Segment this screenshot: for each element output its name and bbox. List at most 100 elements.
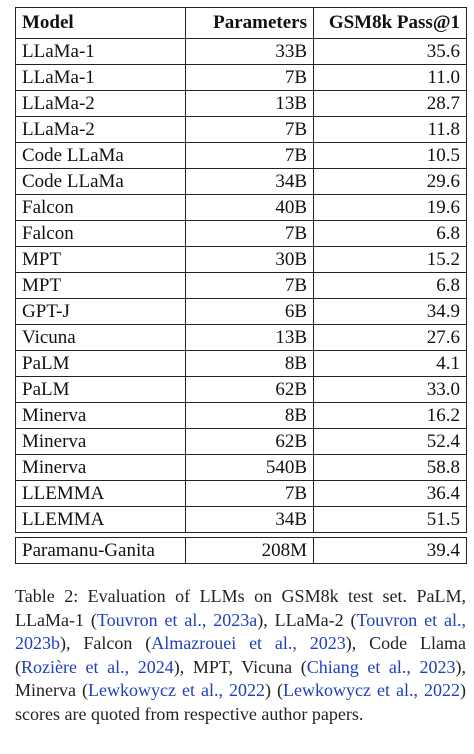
model-cell: PaLM — [15, 376, 186, 403]
table-row: MPT 7B 6.8 — [15, 272, 467, 299]
model-cell: Falcon — [15, 220, 186, 247]
caption-text: ), Code Llama ( — [15, 633, 467, 677]
model-cell: Minerva — [15, 402, 186, 429]
table-row: Minerva 8B 16.2 — [15, 402, 467, 429]
score-cell: 33.0 — [313, 376, 467, 403]
caption-text: Table 2: Evaluation of LLMs on GSM8k tes… — [15, 586, 466, 630]
score-cell: 10.5 — [313, 142, 467, 169]
header-parameters: Parameters — [185, 7, 314, 39]
parameters-cell: 13B — [185, 90, 314, 117]
score-cell: 52.4 — [313, 428, 467, 455]
parameters-cell: 7B — [185, 480, 314, 507]
score-cell: 11.0 — [313, 64, 467, 91]
citation-link[interactable]: Lewkowycz et al., 2022 — [88, 680, 265, 700]
parameters-cell: 8B — [185, 350, 314, 377]
parameters-cell: 13B — [185, 324, 314, 351]
parameters-cell: 8B — [185, 402, 314, 429]
model-cell: LLaMa-2 — [15, 116, 186, 143]
citation-link[interactable]: Lewkowycz et al., 2022 — [283, 680, 460, 700]
parameters-cell: 34B — [185, 506, 314, 533]
model-cell: Minerva — [15, 428, 186, 455]
score-cell: 16.2 — [313, 402, 467, 429]
model-cell: GPT-J — [15, 298, 186, 325]
model-cell: PaLM — [15, 350, 186, 377]
score-cell: 58.8 — [313, 454, 467, 481]
model-cell: LLaMa-1 — [15, 64, 186, 91]
score-cell: 15.2 — [313, 246, 467, 273]
score-cell: 36.4 — [313, 480, 467, 507]
score-cell: 4.1 — [313, 350, 467, 377]
table-row: Code LLaMa 7B 10.5 — [15, 142, 467, 169]
citation-link[interactable]: Rozière et al., 2024 — [21, 656, 174, 677]
parameters-cell: 40B — [185, 194, 314, 221]
results-table-container: Model Parameters GSM8k Pass@1 LLaMa-1 33B… — [15, 7, 467, 564]
caption-text: ), MPT, Vicuna ( — [173, 656, 307, 677]
table-row: LLEMMA 7B 36.4 — [15, 480, 467, 507]
caption-text: ), LLaMa-2 ( — [257, 609, 357, 630]
score-cell: 19.6 — [313, 194, 467, 221]
citation-link[interactable]: Touvron et al., 2023a — [96, 609, 258, 630]
table-row: PaLM 8B 4.1 — [15, 350, 467, 377]
table-body: LLaMa-1 33B 35.6 LLaMa-1 7B 11.0 LLaMa-2 13B 28.… — [15, 38, 467, 564]
header-gsm8k-pass1: GSM8k Pass@1 — [313, 7, 467, 39]
parameters-cell: 6B — [185, 298, 314, 325]
parameters-cell: 34B — [185, 168, 314, 195]
caption-text: ), Falcon ( — [60, 633, 152, 653]
model-cell: Code LLaMa — [15, 142, 186, 169]
model-cell: LLEMMA — [15, 506, 186, 533]
parameters-cell: 62B — [185, 376, 314, 403]
table-row: LLaMa-1 33B 35.6 — [15, 38, 467, 65]
caption-text: ) ( — [264, 680, 283, 700]
table-row: LLaMa-2 13B 28.7 — [15, 90, 467, 117]
model-cell: LLaMa-1 — [15, 38, 186, 65]
table-row: LLEMMA 34B 51.5 — [15, 506, 467, 533]
table-caption: Table 2: Evaluation of LLMs on GSM8k tes… — [15, 585, 466, 726]
citation-link[interactable]: Chiang et al., 2023 — [306, 656, 456, 677]
table-row: Minerva 540B 58.8 — [15, 454, 467, 481]
model-cell: Paramanu-Ganita — [15, 537, 186, 564]
caption-text: ), Minerva ( — [15, 656, 466, 701]
parameters-cell: 7B — [185, 64, 314, 91]
table-row: PaLM 62B 33.0 — [15, 376, 467, 403]
model-cell: LLEMMA — [15, 480, 186, 507]
score-cell: 39.4 — [313, 537, 467, 564]
score-cell: 35.6 — [313, 38, 467, 65]
results-table: Model Parameters GSM8k Pass@1 LLaMa-1 33B… — [15, 7, 467, 564]
model-cell: Falcon — [15, 194, 186, 221]
parameters-cell: 7B — [185, 272, 314, 299]
citation-link[interactable]: Almazrouei et al., 2023 — [151, 633, 346, 653]
score-cell: 34.9 — [313, 298, 467, 325]
parameters-cell: 540B — [185, 454, 314, 481]
model-cell: Minerva — [15, 454, 186, 481]
model-cell: Code LLaMa — [15, 168, 186, 195]
table-row: LLaMa-2 7B 11.8 — [15, 116, 467, 143]
model-cell: Vicuna — [15, 324, 186, 351]
score-cell: 6.8 — [313, 220, 467, 247]
score-cell: 29.6 — [313, 168, 467, 195]
table-row: Falcon 40B 19.6 — [15, 194, 467, 221]
citation-link[interactable]: Touvron et al., 2023b — [15, 609, 466, 654]
table-row: Vicuna 13B 27.6 — [15, 324, 467, 351]
table-row: Falcon 7B 6.8 — [15, 220, 467, 247]
table-row: Minerva 62B 52.4 — [15, 428, 467, 455]
score-cell: 27.6 — [313, 324, 467, 351]
model-cell: LLaMa-2 — [15, 90, 186, 117]
header-model: Model — [15, 7, 186, 39]
parameters-cell: 208M — [185, 537, 314, 564]
parameters-cell: 33B — [185, 38, 314, 65]
parameters-cell: 7B — [185, 116, 314, 143]
score-cell: 6.8 — [313, 272, 467, 299]
table-row: Code LLaMa 34B 29.6 — [15, 168, 467, 195]
table-row: MPT 30B 15.2 — [15, 246, 467, 273]
parameters-cell: 7B — [185, 142, 314, 169]
table-row-final: Paramanu-Ganita 208M 39.4 — [15, 537, 467, 564]
score-cell: 51.5 — [313, 506, 467, 533]
score-cell: 28.7 — [313, 90, 467, 117]
caption-text: ) scores are quoted from respective auth… — [15, 680, 466, 724]
parameters-cell: 30B — [185, 246, 314, 273]
table-row: GPT-J 6B 34.9 — [15, 298, 467, 325]
score-cell: 11.8 — [313, 116, 467, 143]
model-cell: MPT — [15, 246, 186, 273]
model-cell: MPT — [15, 272, 186, 299]
